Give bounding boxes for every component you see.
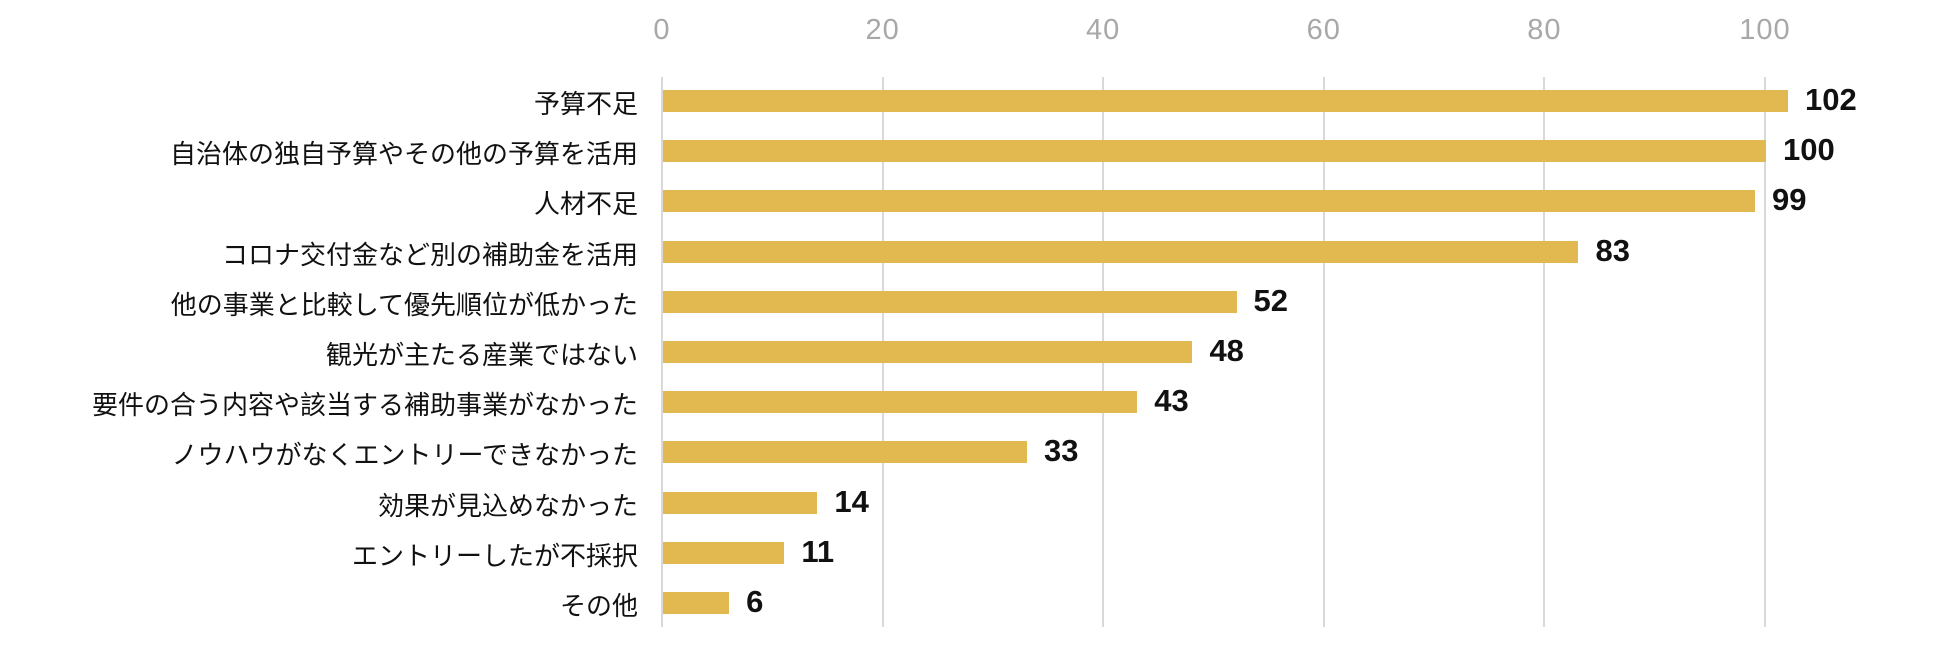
value-label: 52 [1253, 282, 1289, 318]
bar [663, 140, 1766, 163]
value-label: 83 [1595, 232, 1630, 268]
x-tick-label-40: 40 [1086, 14, 1121, 46]
category-label: 観光が主たる産業ではない [325, 340, 638, 370]
gridline-x-80 [1543, 77, 1546, 627]
value-label: 14 [834, 483, 869, 519]
x-tick-label-20: 20 [865, 14, 900, 46]
x-tick-label-0: 0 [653, 14, 671, 46]
bar [663, 441, 1027, 464]
value-label: 11 [801, 533, 835, 569]
bar [663, 90, 1789, 112]
category-label: 要件の合う内容や該当する補助事業がなかった [91, 390, 638, 421]
bar [663, 341, 1193, 363]
bar [663, 491, 818, 514]
category-label: 他の事業と比較して優先順位が低かった [170, 289, 638, 320]
category-label: コロナ交付金など別の補助金を活用 [221, 239, 638, 270]
category-label: エントリーしたが不採択 [351, 540, 638, 571]
x-tick-label-80: 80 [1527, 14, 1562, 46]
category-label: ノウハウがなくエントリーできなかった [171, 440, 638, 471]
value-label: 100 [1783, 132, 1835, 168]
value-label: 48 [1209, 333, 1244, 368]
bar [663, 290, 1237, 313]
value-label: 102 [1805, 82, 1857, 117]
value-label: 33 [1043, 433, 1079, 469]
bar [663, 240, 1579, 263]
bar [663, 190, 1755, 213]
x-tick-label-60: 60 [1306, 14, 1341, 46]
value-label: 99 [1771, 182, 1807, 218]
value-label: 43 [1154, 383, 1189, 419]
bar [663, 592, 730, 614]
category-label: 予算不足 [533, 89, 638, 119]
bar [663, 391, 1138, 414]
category-label: その他 [559, 591, 638, 621]
gridline-x-0 [661, 77, 663, 627]
bar [663, 541, 785, 564]
category-label: 効果が見込めなかった [377, 490, 638, 521]
category-label: 自治体の独自予算やその他の予算を活用 [169, 139, 638, 170]
x-tick-label-100: 100 [1739, 14, 1791, 46]
gridline-x-100 [1764, 77, 1766, 627]
category-label: 人材不足 [533, 189, 638, 220]
gridline-x-60 [1322, 77, 1325, 627]
value-label: 6 [746, 584, 764, 619]
